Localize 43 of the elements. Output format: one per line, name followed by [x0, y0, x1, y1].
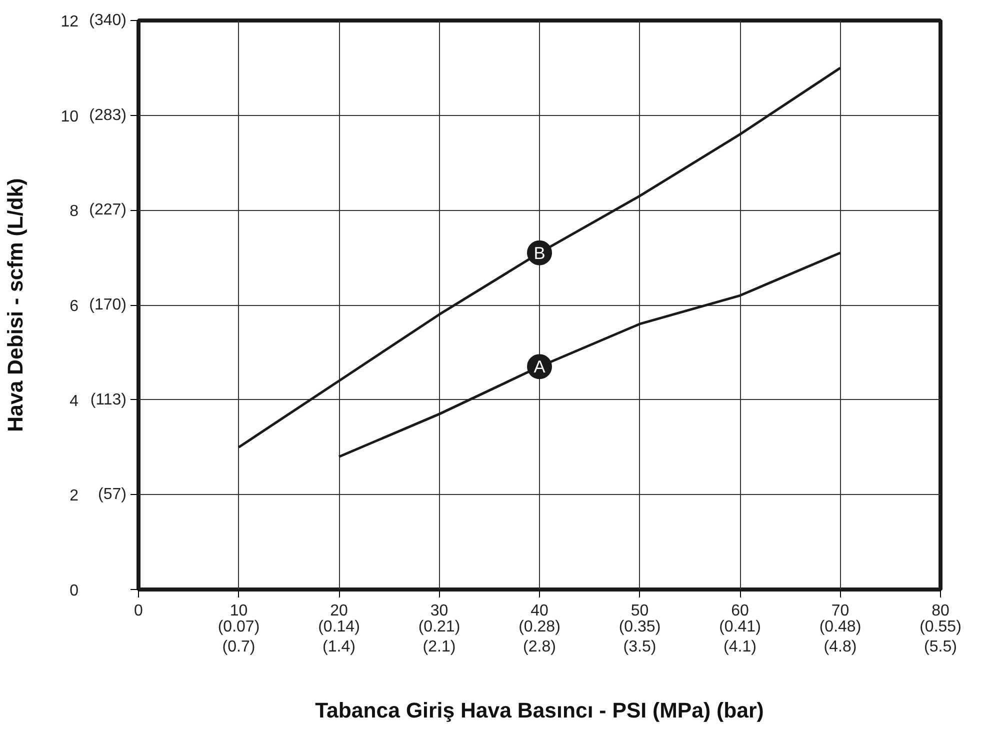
y-tick-label: 12 [60, 14, 79, 30]
x2-tick-label: (0.48) [819, 618, 862, 636]
x-tick-label: 80 [932, 602, 950, 620]
x-tick-label: 70 [831, 602, 850, 620]
text: (4.1) [724, 638, 756, 656]
x2-tick-label: (0.55) [920, 618, 962, 636]
x-tick-label: 60 [731, 602, 749, 620]
series-label: B [534, 242, 546, 263]
line-series [238, 66, 842, 448]
x-tick-label: 20 [330, 602, 348, 620]
series-label: A [534, 356, 546, 377]
x-axis-title: Tabanca Giriş Hava Basıncı - PSI (MPa) (bar) [315, 698, 764, 722]
y-tick-label: 6 [70, 298, 79, 315]
y2-tick-label: (283) [89, 106, 127, 124]
y2-tick-label: (113) [90, 391, 127, 408]
x2-tick-label: (0.21) [418, 618, 460, 636]
y2-tick-label: (227) [89, 202, 127, 219]
x2-tick-label: (0.07) [218, 618, 260, 636]
x-tick-label: 50 [630, 602, 649, 620]
text: (0.7) [222, 638, 256, 656]
y-tick-label: 0 [70, 582, 79, 600]
text: (1.4) [322, 638, 356, 656]
x-tick-label: 30 [430, 602, 448, 620]
text: (2.1) [422, 638, 456, 656]
x-tick-label: 10 [230, 602, 248, 620]
text: (4.8) [824, 638, 857, 656]
x2-tick-label: (0.14) [318, 618, 360, 636]
text: (2.8) [523, 638, 556, 656]
y2-tick-label: (170) [89, 296, 127, 314]
text: (3.5) [623, 638, 656, 656]
y-tick-label: 4 [70, 392, 79, 410]
x-tick-label: 0 [134, 602, 144, 620]
y-tick-label: 10 [60, 108, 79, 126]
x2-tick-label: (0.41) [719, 618, 761, 636]
y-tick-label: 8 [70, 203, 79, 220]
x2-tick-label: (0.35) [618, 618, 661, 636]
x2-tick-label: (0.28) [518, 618, 560, 636]
y2-tick-label: (340) [89, 12, 127, 29]
y-tick-label: 2 [70, 488, 79, 505]
x-tick-label: 40 [530, 602, 548, 620]
y-axis-title: Hava Debisi - scfm (L/dk) [4, 178, 28, 432]
text: (5.5) [924, 638, 957, 656]
y2-tick-label: (57) [98, 486, 126, 504]
